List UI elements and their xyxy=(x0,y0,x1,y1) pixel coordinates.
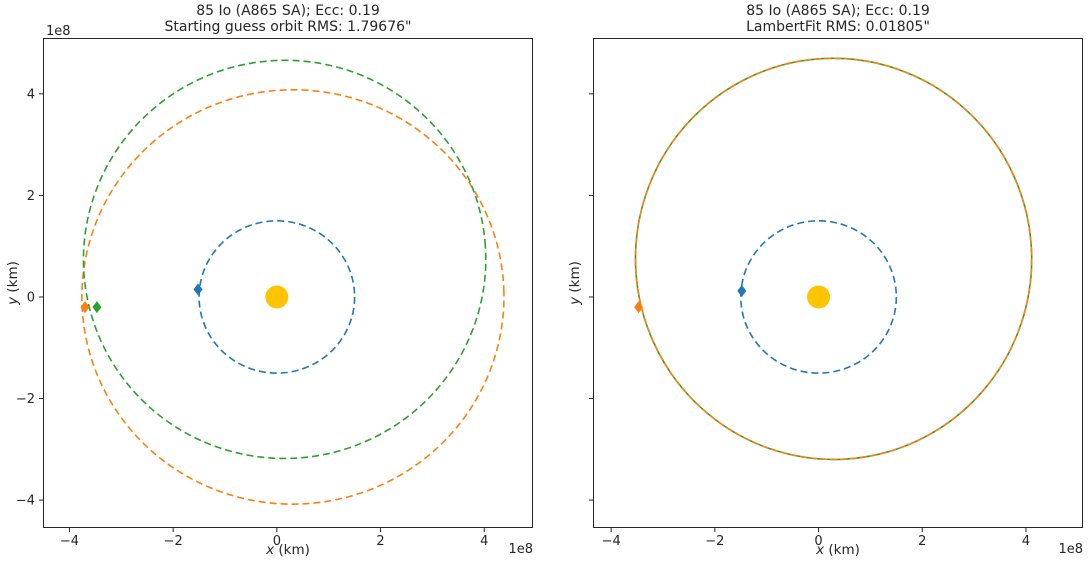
plot-title-line1: 85 Io (A865 SA); Ecc: 0.19 xyxy=(746,3,930,19)
y-tick-label: −2 xyxy=(16,392,35,407)
y-axis-label-unit: (km) xyxy=(5,261,21,297)
y-axis-label-var: y xyxy=(567,296,583,305)
x-tick-label: 0 xyxy=(273,534,281,549)
x-tick-label: 0 xyxy=(814,534,822,549)
x-axis-offset-label: 1e8 xyxy=(508,542,533,557)
earth-position-marker xyxy=(737,284,747,297)
guess-asteroid-position-marker xyxy=(80,301,90,314)
plot-title-line1: 85 Io (A865 SA); Ecc: 0.19 xyxy=(196,3,380,19)
target-orbit xyxy=(82,59,487,460)
x-axis-label: x (km) xyxy=(593,542,1083,558)
x-tick-label: −4 xyxy=(60,534,79,549)
plot-frame xyxy=(593,38,1083,528)
sun-marker xyxy=(807,285,831,309)
y-axis-label: y (km) xyxy=(5,261,21,305)
x-axis-offset-label: 1e8 xyxy=(1058,542,1083,557)
y-tick-label: 0 xyxy=(27,290,35,305)
x-tick-label: −2 xyxy=(705,534,724,549)
plot-title-right: 85 Io (A865 SA); Ecc: 0.19 LambertFit RM… xyxy=(593,3,1083,35)
y-axis-offset-label: 1e8 xyxy=(46,24,71,39)
x-axis-label: x (km) xyxy=(43,542,533,558)
earth-orbit xyxy=(739,219,898,374)
y-axis-label-unit: (km) xyxy=(567,261,583,297)
earth-orbit xyxy=(198,219,356,374)
y-axis-label-var: y xyxy=(5,296,21,305)
x-axis-label-var: x xyxy=(816,542,825,558)
x-axis-label-unit: (km) xyxy=(824,542,860,558)
target-orbit xyxy=(634,57,1033,461)
y-tick-label: 2 xyxy=(27,189,35,204)
plot-title-left: 85 Io (A865 SA); Ecc: 0.19 Starting gues… xyxy=(43,3,533,35)
observed-asteroid-position-marker xyxy=(92,301,102,314)
sun-marker xyxy=(265,285,289,309)
plot-area-starting-guess: −4 −2 0 2 4 4 2 0 −2 −4 xyxy=(16,38,533,549)
fitted-asteroid-position-marker xyxy=(634,301,644,314)
plot-title-line2: Starting guess orbit RMS: 1.79676" xyxy=(164,19,412,35)
y-axis-label: y (km) xyxy=(567,261,583,305)
y-tick-label: 4 xyxy=(27,87,35,102)
lambertfit-orbit xyxy=(634,57,1033,461)
x-tick-label: −4 xyxy=(602,534,621,549)
x-tick-label: 2 xyxy=(918,534,926,549)
x-tick-label: 4 xyxy=(480,534,488,549)
plot-frame xyxy=(43,38,533,528)
y-tick-label: −4 xyxy=(16,494,35,509)
starting-guess-orbit xyxy=(81,88,505,505)
x-tick-label: −2 xyxy=(164,534,183,549)
x-tick-label: 2 xyxy=(376,534,384,549)
plot-area-lambertfit: −4 −2 0 2 4 xyxy=(589,38,1083,549)
x-axis-label-var: x xyxy=(266,542,275,558)
earth-position-marker xyxy=(193,283,203,296)
x-tick-label: 4 xyxy=(1022,534,1030,549)
x-axis-label-unit: (km) xyxy=(274,542,310,558)
plot-title-line2: LambertFit RMS: 0.01805" xyxy=(746,19,930,35)
